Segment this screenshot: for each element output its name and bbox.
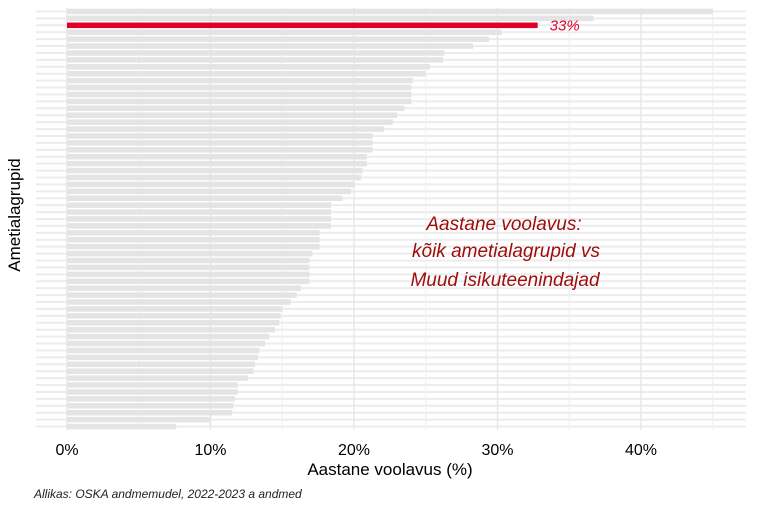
bar: [67, 153, 367, 160]
bar: [67, 368, 254, 374]
bar: [67, 160, 367, 167]
y-axis-title: Ametialagrupid: [5, 158, 24, 271]
x-tick-label: 0%: [55, 442, 78, 459]
bar: [67, 382, 238, 388]
bar: [67, 264, 310, 271]
bar: [67, 278, 310, 285]
bar: [67, 340, 266, 347]
bar: [67, 326, 276, 333]
bar: [67, 354, 258, 361]
bar: [67, 98, 412, 105]
bar: [67, 195, 343, 202]
source-caption: Allikas: OSKA andmemudel, 2022-2023 a an…: [34, 487, 302, 501]
bar: [67, 29, 502, 35]
x-tick-label: 10%: [194, 442, 226, 459]
x-tick-label: 20%: [338, 442, 370, 459]
bar: [67, 91, 412, 98]
bar: [67, 361, 255, 368]
bar: [67, 243, 320, 250]
bar: [67, 8, 713, 15]
highlight-value-label: 33%: [550, 17, 580, 34]
bar: [67, 403, 234, 409]
bar: [67, 347, 260, 354]
bar: [67, 292, 297, 298]
bar: [67, 57, 443, 63]
bar: [67, 188, 352, 195]
bar: [67, 250, 313, 257]
bar: [67, 36, 489, 42]
bar: [67, 271, 310, 278]
bar: [67, 84, 412, 91]
bar: [67, 43, 474, 49]
bar: [67, 126, 385, 132]
bar: [67, 216, 332, 222]
bar: [67, 333, 270, 340]
bar: [67, 202, 332, 208]
annotation-line: Muud isikuteenindajad: [410, 270, 601, 291]
bar: [67, 140, 373, 146]
bar: [67, 423, 177, 430]
bar: [67, 167, 363, 174]
bar: [67, 105, 405, 112]
bar: [67, 313, 281, 319]
bar: [67, 70, 426, 77]
bars-group: [67, 8, 713, 430]
bar: [67, 320, 280, 326]
bar: [67, 133, 373, 139]
bar: [67, 223, 332, 229]
bar: [67, 174, 362, 181]
annotation-line: Aastane voolavus:: [425, 214, 581, 235]
bar: [67, 64, 431, 70]
bar: [67, 299, 291, 305]
bar: [67, 112, 398, 118]
x-axis-title: Aastane voolavus (%): [307, 460, 472, 479]
x-tick-label: 30%: [481, 442, 513, 459]
bar: [67, 230, 320, 236]
bar: [67, 15, 594, 22]
bar: [67, 285, 301, 291]
bar: [67, 409, 233, 416]
bar: [67, 396, 235, 402]
bar: [67, 416, 211, 423]
highlight-bar: [67, 22, 538, 29]
annotation-line: kõik ametialagrupid vs: [412, 241, 600, 262]
bar: [67, 77, 413, 84]
bar: [67, 147, 373, 153]
labels-group: 33% 0% 10% 20% 30% 40% Aastane voolavus: kõik a…: [55, 17, 657, 459]
bar: [67, 306, 283, 312]
bar: [67, 236, 320, 243]
bar: [67, 181, 354, 188]
bar: [67, 119, 393, 125]
bar: [67, 50, 445, 56]
bar: [67, 389, 238, 395]
bar: [67, 375, 248, 381]
x-tick-label: 40%: [625, 442, 657, 459]
bar: [67, 257, 310, 264]
bar: [67, 209, 332, 215]
